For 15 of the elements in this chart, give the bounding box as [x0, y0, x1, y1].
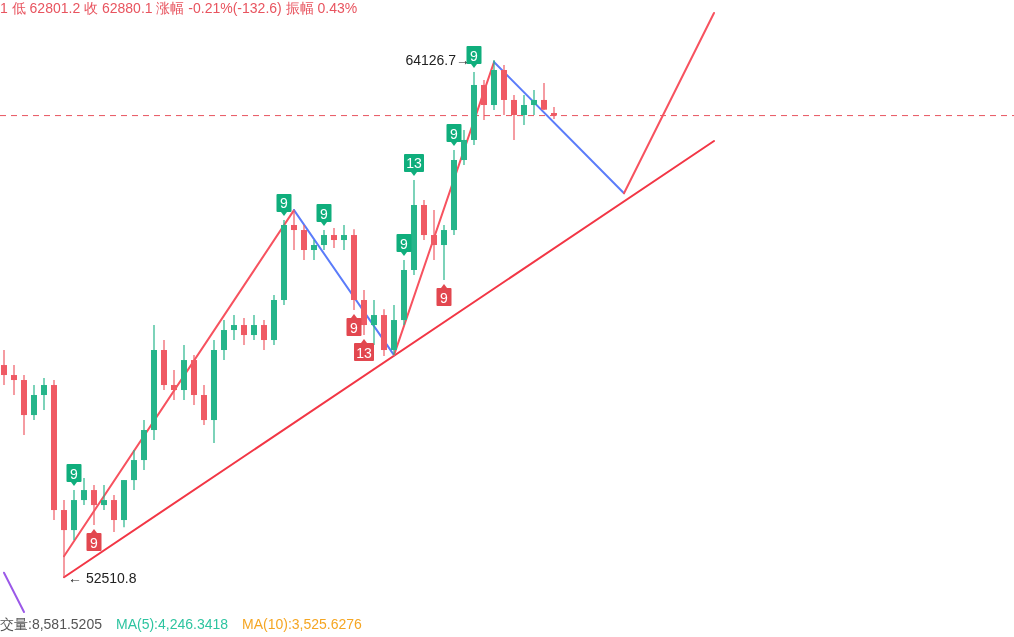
- annotation: 9: [450, 125, 459, 142]
- annotation: 9: [280, 195, 289, 212]
- annotation: 13: [356, 344, 372, 361]
- annotation: 9: [90, 534, 99, 551]
- annotation: 9: [400, 235, 409, 252]
- annotation: ← 52510.8: [68, 570, 137, 587]
- annotation: 9: [440, 289, 449, 306]
- annotation: 9: [350, 319, 359, 336]
- annotation: 9: [320, 205, 329, 222]
- text: MA(5):4,246.3418: [115, 616, 229, 632]
- text: MA(10):3,525.6276: [242, 616, 363, 632]
- text: 1 低 62801.2 收 62880.1 涨幅 -0.21%(-132.6) 振幅 0.43%: [0, 0, 358, 16]
- annotation: 9: [470, 47, 479, 64]
- annotation: 9: [70, 465, 79, 482]
- text: 交量:8,581.5205: [0, 616, 103, 632]
